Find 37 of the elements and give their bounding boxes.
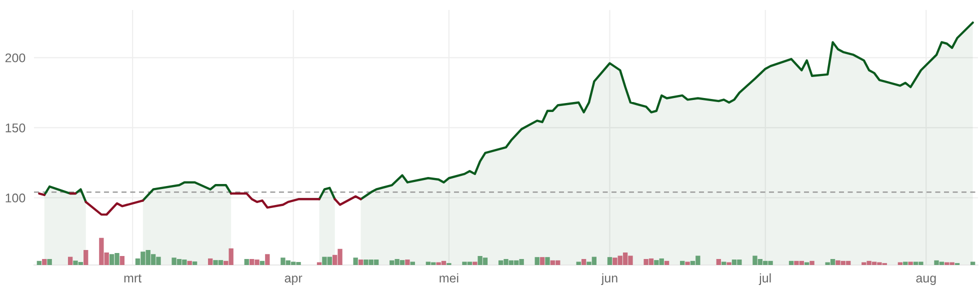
y-tick-label: 200 [5, 53, 26, 62]
bar [576, 262, 581, 265]
x-tick-label: jul [758, 273, 771, 285]
bar [545, 257, 550, 265]
bar [244, 258, 249, 265]
bar [410, 262, 415, 265]
y-tick-label: 100 [6, 194, 26, 202]
bar [685, 262, 690, 265]
bar [192, 261, 198, 265]
bar [722, 262, 726, 265]
x-tick-label: mei [440, 273, 458, 283]
bar [581, 258, 586, 265]
bar [788, 260, 794, 265]
bar [265, 254, 270, 265]
x-tick-label: aug [916, 276, 936, 285]
bar [358, 260, 364, 265]
bar [472, 262, 478, 265]
bar [208, 258, 213, 265]
x-tick-label: jun [601, 273, 618, 285]
bar [187, 260, 192, 265]
bar [260, 260, 265, 265]
bar [903, 262, 908, 265]
bar [534, 257, 540, 265]
bar [353, 258, 358, 265]
bar [726, 262, 732, 265]
bar [607, 257, 612, 265]
bar [716, 258, 721, 265]
bar [405, 260, 410, 265]
y-tick-label: 150 [6, 123, 26, 132]
x-tick-label: mrt [124, 274, 142, 282]
bar [680, 260, 685, 265]
bar [664, 260, 670, 265]
bar [970, 262, 976, 265]
bar [908, 262, 913, 265]
bar [540, 257, 545, 265]
x-tick-label: apr [284, 276, 302, 285]
bar [810, 260, 814, 265]
